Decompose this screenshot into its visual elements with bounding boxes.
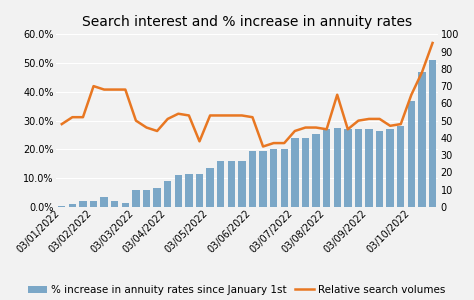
Relative search volumes <box>133 119 139 122</box>
Bar <box>418 72 426 207</box>
Bar <box>376 131 383 207</box>
Bar <box>365 129 373 207</box>
Bar <box>408 100 415 207</box>
Relative search volumes <box>144 126 149 129</box>
Bar <box>217 161 224 207</box>
Bar <box>386 129 394 207</box>
Relative search volumes <box>250 116 255 119</box>
Relative search volumes <box>165 117 171 121</box>
Bar <box>249 151 256 207</box>
Bar <box>206 168 214 207</box>
Line: Relative search volumes: Relative search volumes <box>62 43 433 146</box>
Relative search volumes <box>430 41 436 45</box>
Relative search volumes <box>101 88 107 92</box>
Bar <box>397 126 404 207</box>
Relative search volumes <box>324 128 329 131</box>
Relative search volumes <box>292 129 298 133</box>
Relative search volumes <box>282 141 287 145</box>
Relative search volumes <box>334 93 340 97</box>
Bar <box>429 60 436 207</box>
Relative search volumes <box>197 140 202 143</box>
Bar <box>69 204 76 207</box>
Relative search volumes <box>366 117 372 121</box>
Bar <box>259 151 267 207</box>
Bar <box>312 134 320 207</box>
Relative search volumes <box>186 114 192 117</box>
Relative search volumes <box>377 117 383 121</box>
Relative search volumes <box>207 114 213 117</box>
Title: Search interest and % increase in annuity rates: Search interest and % increase in annuit… <box>82 15 412 29</box>
Relative search volumes <box>398 122 404 126</box>
Bar <box>100 197 108 207</box>
Relative search volumes <box>218 114 224 117</box>
Relative search volumes <box>313 126 319 129</box>
Bar <box>122 202 129 207</box>
Relative search volumes <box>260 145 266 148</box>
Bar <box>174 175 182 207</box>
Bar <box>270 149 277 207</box>
Relative search volumes <box>239 114 245 117</box>
Bar <box>196 174 203 207</box>
Relative search volumes <box>419 70 425 74</box>
Relative search volumes <box>271 141 276 145</box>
Bar <box>238 161 246 207</box>
Bar <box>143 190 150 207</box>
Bar <box>79 201 87 207</box>
Bar <box>302 138 309 207</box>
Relative search volumes <box>409 93 414 97</box>
Relative search volumes <box>112 88 118 92</box>
Bar <box>90 201 97 207</box>
Bar <box>355 129 362 207</box>
Relative search volumes <box>302 126 308 129</box>
Bar <box>228 161 235 207</box>
Relative search volumes <box>228 114 234 117</box>
Relative search volumes <box>70 116 75 119</box>
Relative search volumes <box>345 128 351 131</box>
Relative search volumes <box>356 119 361 122</box>
Bar <box>185 174 192 207</box>
Legend: % increase in annuity rates since January 1st, Relative search volumes: % increase in annuity rates since Januar… <box>28 285 446 295</box>
Relative search volumes <box>175 112 181 116</box>
Bar <box>291 138 299 207</box>
Relative search volumes <box>80 116 86 119</box>
Bar <box>111 201 118 207</box>
Relative search volumes <box>154 129 160 133</box>
Relative search volumes <box>59 122 64 126</box>
Bar <box>58 206 65 207</box>
Bar <box>164 181 172 207</box>
Bar <box>132 190 140 207</box>
Relative search volumes <box>122 88 128 92</box>
Relative search volumes <box>387 124 393 128</box>
Bar <box>154 188 161 207</box>
Bar <box>334 128 341 207</box>
Bar <box>344 129 352 207</box>
Bar <box>281 149 288 207</box>
Relative search volumes <box>91 84 96 88</box>
Bar <box>323 129 330 207</box>
